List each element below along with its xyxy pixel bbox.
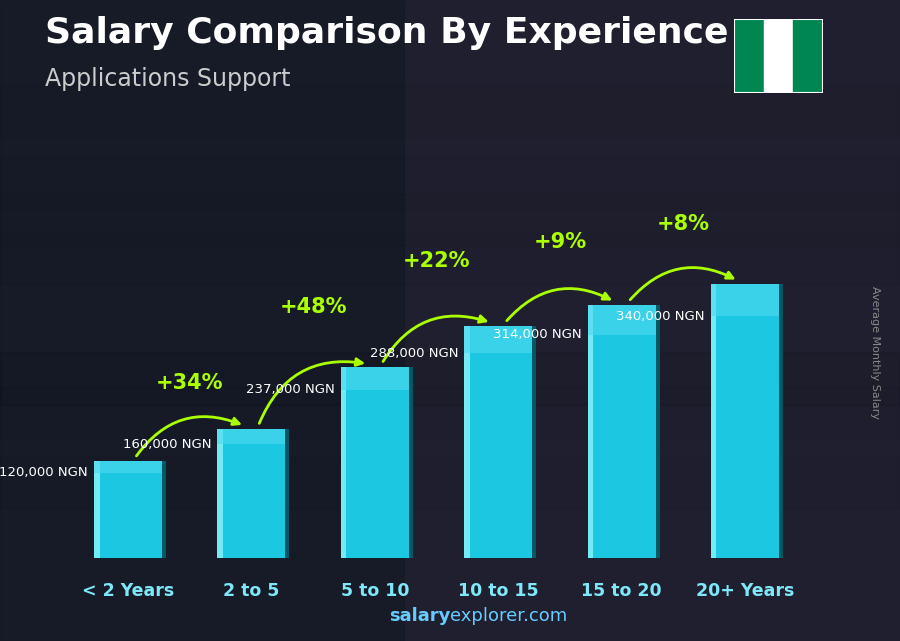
Text: +22%: +22% [403,251,470,272]
Bar [0,106,900,158]
Bar [0,312,900,363]
Text: +8%: +8% [657,214,710,234]
Bar [0,0,405,641]
Text: 15 to 20: 15 to 20 [581,582,662,601]
Bar [0,258,900,310]
Bar [532,326,536,558]
Text: 2 to 5: 2 to 5 [223,582,280,601]
Bar [341,367,346,558]
Bar [655,304,660,558]
Bar [341,367,409,390]
Text: 288,000 NGN: 288,000 NGN [370,347,458,360]
Text: +9%: +9% [534,233,587,253]
Bar [218,429,285,444]
Text: +48%: +48% [279,297,346,317]
Text: Applications Support: Applications Support [45,67,291,91]
Bar [341,367,409,558]
Bar [218,429,285,558]
Bar [0,460,900,512]
Bar [94,461,162,472]
Bar [0,190,900,241]
Text: +34%: +34% [156,372,223,393]
Bar [464,326,532,353]
Bar [409,367,413,558]
Bar [0,313,900,365]
Bar [711,283,778,317]
Bar [734,19,763,93]
Bar [0,332,900,383]
Bar [794,19,824,93]
Bar [464,326,470,558]
Text: 237,000 NGN: 237,000 NGN [246,383,335,396]
Text: explorer.com: explorer.com [450,607,567,625]
Bar [94,461,100,558]
Bar [763,19,794,93]
Bar [464,326,532,558]
Bar [711,283,778,558]
Text: < 2 Years: < 2 Years [82,582,175,601]
Bar [588,304,593,558]
Text: 120,000 NGN: 120,000 NGN [0,466,88,479]
Text: 314,000 NGN: 314,000 NGN [493,328,581,342]
Bar [588,304,655,335]
Text: 20+ Years: 20+ Years [696,582,794,601]
Text: 340,000 NGN: 340,000 NGN [616,310,705,323]
Bar [778,283,783,558]
Text: 160,000 NGN: 160,000 NGN [122,438,212,451]
Bar [162,461,166,558]
Text: 10 to 15: 10 to 15 [458,582,538,601]
Text: 5 to 10: 5 to 10 [340,582,410,601]
Bar [711,283,716,558]
Bar [285,429,290,558]
Bar [588,304,655,558]
Bar [405,0,900,641]
Bar [94,461,162,558]
Text: Salary Comparison By Experience: Salary Comparison By Experience [45,16,728,50]
Bar [0,26,900,77]
Text: Average Monthly Salary: Average Monthly Salary [869,286,880,419]
Text: salary: salary [389,607,450,625]
Bar [218,429,223,558]
